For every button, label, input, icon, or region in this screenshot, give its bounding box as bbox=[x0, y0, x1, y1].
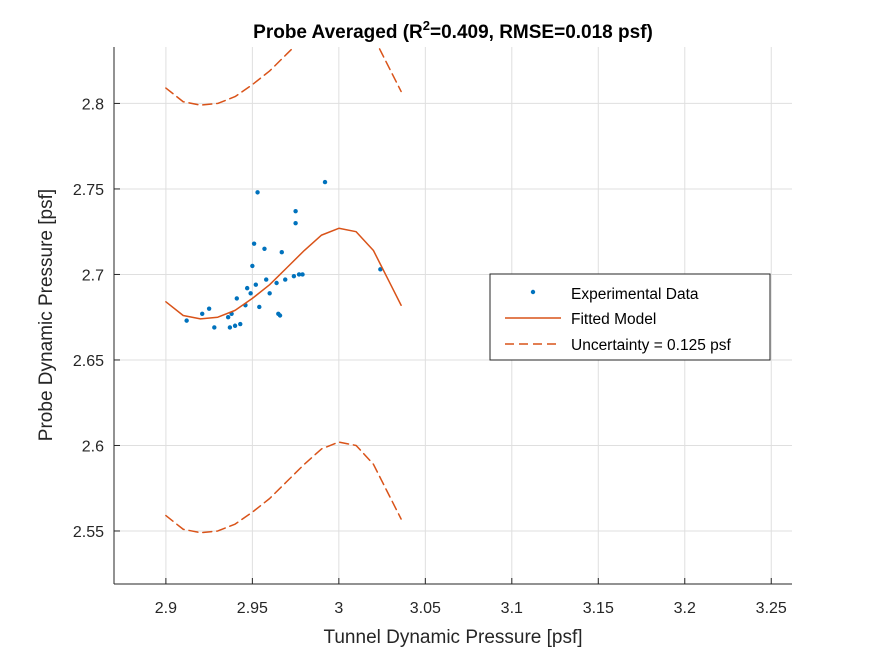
data-point bbox=[212, 325, 217, 330]
x-tick-label: 3.05 bbox=[410, 600, 441, 617]
axes-frame bbox=[113, 47, 792, 585]
data-point bbox=[238, 321, 243, 327]
legend-label-experimental: Experimental Data bbox=[571, 286, 699, 303]
chart-title: Probe Averaged (R2=0.409, RMSE=0.018 psf… bbox=[253, 18, 653, 43]
y-tick-label: 2.75 bbox=[73, 182, 104, 199]
data-point bbox=[322, 179, 328, 185]
y-tick-label: 2.65 bbox=[73, 353, 104, 370]
data-point bbox=[293, 208, 298, 214]
x-tick-label: 2.95 bbox=[237, 600, 268, 617]
series-layer bbox=[165, 47, 402, 534]
x-axis-label: Tunnel Dynamic Pressure [psf] bbox=[323, 627, 582, 648]
data-point bbox=[257, 304, 262, 310]
data-point bbox=[262, 246, 267, 252]
uncertainty-bound-line bbox=[165, 47, 402, 106]
data-point bbox=[293, 220, 298, 226]
y-tick-label: 2.8 bbox=[82, 96, 104, 113]
data-point bbox=[264, 277, 269, 282]
legend-label-fitted: Fitted Model bbox=[571, 311, 656, 328]
data-point bbox=[274, 280, 279, 286]
legend-marker-experimental bbox=[530, 289, 536, 295]
data-point bbox=[378, 267, 383, 272]
data-point bbox=[250, 263, 255, 269]
fitted-model-line bbox=[165, 227, 402, 320]
data-point bbox=[232, 323, 238, 328]
x-tick-label: 3 bbox=[334, 600, 343, 617]
data-point bbox=[277, 313, 283, 318]
data-point bbox=[255, 190, 260, 195]
legend-box bbox=[489, 273, 771, 361]
y-axis-label: Probe Dynamic Pressure [psf] bbox=[36, 189, 57, 441]
data-point bbox=[253, 282, 259, 287]
data-point bbox=[244, 285, 250, 291]
data-point bbox=[267, 291, 272, 296]
data-point bbox=[251, 241, 257, 246]
data-point bbox=[227, 325, 233, 330]
data-point bbox=[296, 272, 302, 277]
x-tick-label: 3.1 bbox=[501, 600, 523, 617]
x-tick-label: 3.25 bbox=[756, 600, 787, 617]
x-tick-label: 3.2 bbox=[674, 600, 696, 617]
data-point bbox=[291, 273, 297, 279]
x-tick-label: 2.9 bbox=[155, 600, 177, 617]
data-point bbox=[283, 277, 288, 282]
data-point bbox=[234, 296, 240, 301]
data-point bbox=[206, 306, 212, 311]
uncertainty-bound-line bbox=[165, 441, 402, 534]
data-point bbox=[184, 318, 189, 323]
data-point bbox=[279, 250, 284, 255]
legend-label-uncertainty: Uncertainty = 0.125 psf bbox=[571, 337, 732, 354]
data-point bbox=[200, 311, 205, 316]
data-point bbox=[248, 291, 253, 296]
ticks: 2.9 2.95 3 3.05 3.1 3.15 3.2 3.25 2.55 2.6 2.65 2.7… bbox=[73, 96, 787, 617]
legend: Experimental Data Fitted Model Uncertain… bbox=[489, 273, 771, 361]
data-point bbox=[225, 315, 231, 320]
x-tick-label: 3.15 bbox=[583, 600, 614, 617]
data-point bbox=[300, 272, 305, 277]
y-tick-label: 2.55 bbox=[73, 524, 104, 541]
y-tick-label: 2.6 bbox=[82, 438, 104, 455]
y-tick-label: 2.7 bbox=[82, 267, 104, 284]
